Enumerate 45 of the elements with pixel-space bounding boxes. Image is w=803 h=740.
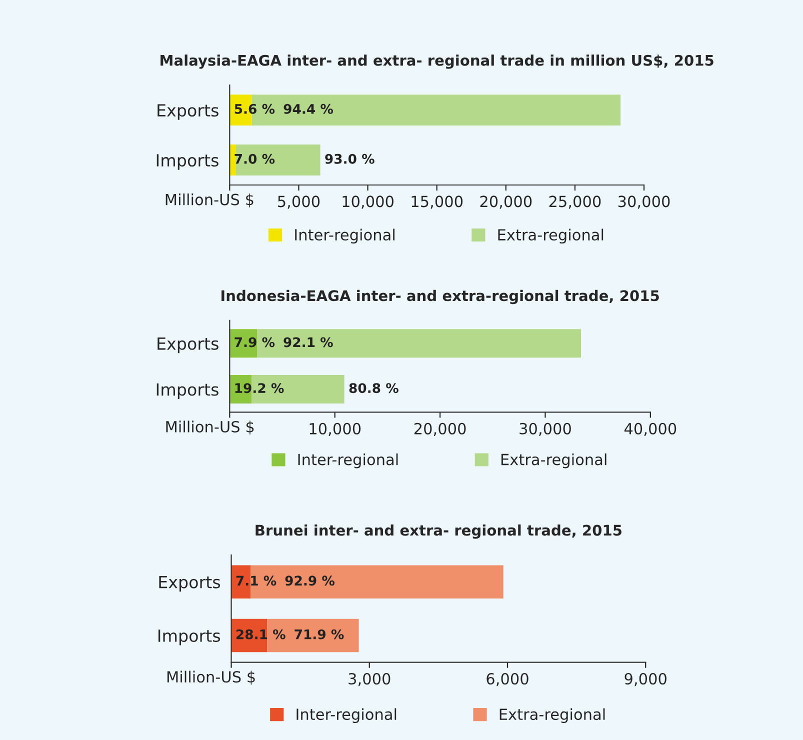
- annotation: 28.1 %: [236, 629, 286, 640]
- annotation: 80.8 %: [349, 383, 398, 394]
- legend-label: Inter-regional: [298, 453, 398, 468]
- chart-title: Brunei inter- and extra- regional trade, 2015: [256, 524, 622, 539]
- bar: [230, 144, 236, 176]
- x-tick-label: 9,000: [624, 672, 666, 686]
- x-tick-label: 40,000: [624, 422, 676, 436]
- x-tick-label: 15,000: [412, 196, 463, 209]
- bar: [267, 618, 359, 652]
- y-tick-label: Imports: [156, 154, 218, 170]
- annotation: 19.2 %: [235, 383, 284, 394]
- x-tick-label: 25,000: [549, 196, 601, 209]
- x-tick-label: 30,000: [520, 422, 571, 436]
- annotation: 7.1 %: [236, 576, 276, 586]
- x-axis-title: Million-US $: [166, 193, 254, 208]
- x-axis-title: Million-US $: [166, 420, 254, 435]
- annotation: 71.9 %: [294, 629, 344, 640]
- x-axis-title: Million-US $: [167, 670, 255, 685]
- legend-label: Inter-regional: [296, 708, 396, 724]
- legend-label: Extra-regional: [498, 228, 604, 244]
- annotation: 7.9 %: [234, 337, 275, 348]
- chart-title: Indonesia-EAGA inter- and extra-regional trade, 2015: [222, 290, 659, 304]
- y-tick-label: Exports: [158, 338, 218, 354]
- x-tick-label: 20,000: [480, 196, 532, 209]
- x-tick-label: 3,000: [348, 672, 390, 686]
- x-tick-label: 5,000: [278, 196, 320, 209]
- y-tick-label: Imports: [158, 630, 220, 646]
- legend-label: Extra-regional: [501, 453, 606, 468]
- x-tick-label: 10,000: [342, 196, 394, 209]
- x-tick-label: 10,000: [310, 422, 361, 436]
- bar: [257, 329, 582, 358]
- x-tick-label: 6,000: [486, 672, 528, 686]
- y-tick-label: Exports: [158, 104, 218, 120]
- annotation: 94.4 %: [284, 104, 334, 114]
- bar: [236, 144, 320, 176]
- y-tick-label: Imports: [156, 383, 218, 400]
- x-tick-label: 20,000: [414, 422, 466, 436]
- chart-title: Malaysia-EAGA inter- and extra- regional trade in million US$, 2015: [160, 54, 714, 69]
- legend-label: Inter-regional: [295, 228, 394, 244]
- legend-label: Extra-regional: [500, 708, 605, 724]
- y-tick-label: Exports: [159, 576, 220, 592]
- annotation: 92.9 %: [285, 576, 335, 586]
- annotation: 93.0 %: [325, 154, 374, 164]
- annotation: 92.1 %: [284, 337, 333, 348]
- x-tick-label: 30,000: [618, 196, 670, 209]
